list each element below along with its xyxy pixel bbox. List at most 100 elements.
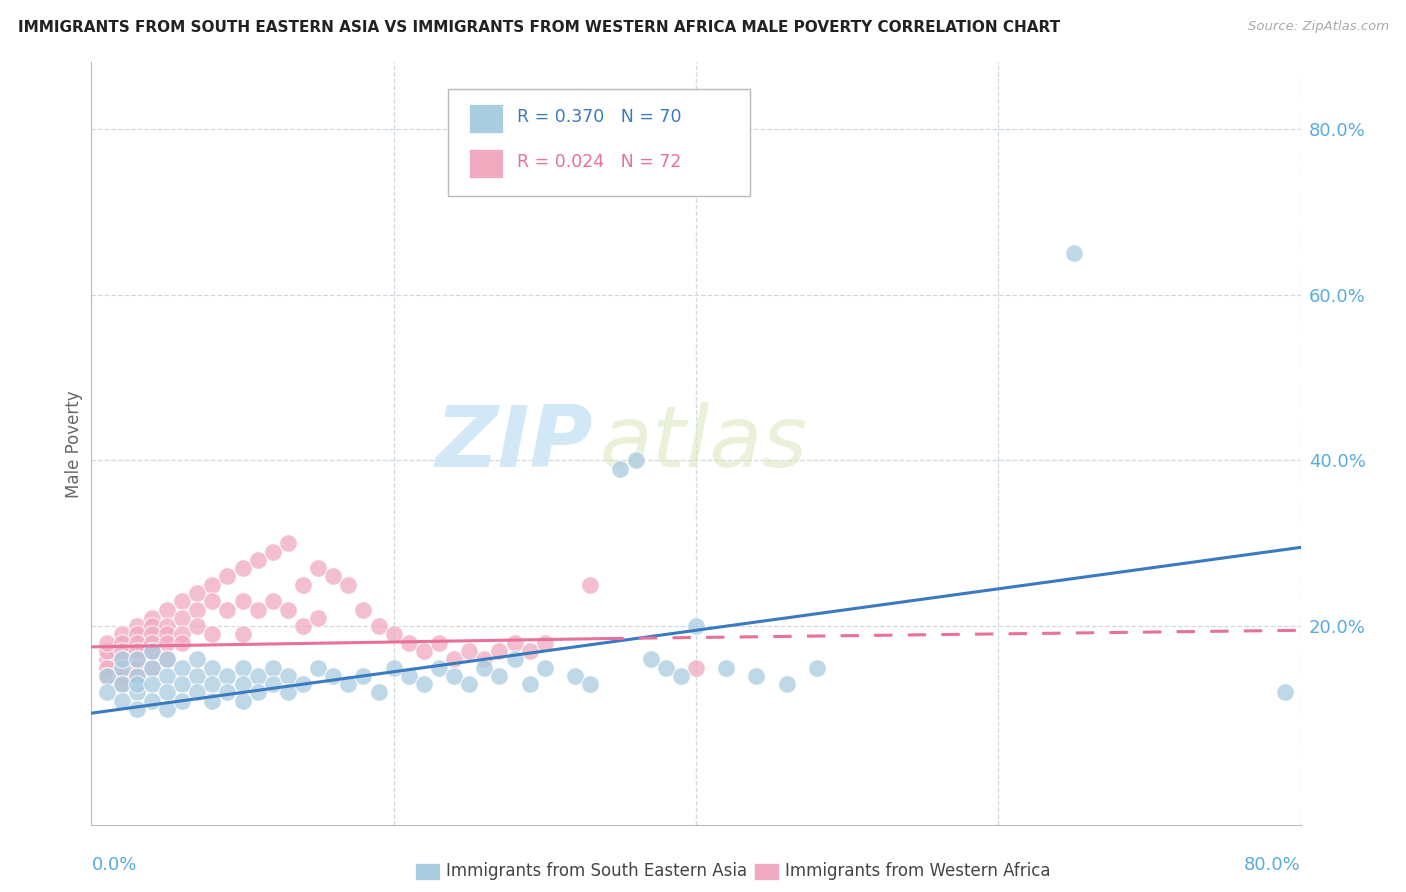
Point [806,660,828,674]
Point [427,636,450,650]
Bar [468,149,502,178]
Point [1063,246,1085,260]
Point [111,694,132,708]
Text: 0.0%: 0.0% [91,855,136,873]
Point [141,619,163,633]
Point [125,702,148,716]
Point [292,619,315,633]
Point [217,669,239,683]
Point [533,636,555,650]
Point [472,652,495,666]
Point [96,652,118,666]
Point [111,677,132,691]
Point [413,644,436,658]
Point [246,553,269,567]
Text: ZIP: ZIP [436,402,593,485]
Point [367,685,389,699]
Point [685,619,707,633]
Point [277,602,299,616]
Point [231,677,253,691]
Point [217,569,239,583]
Point [125,660,148,674]
Point [277,669,299,683]
Point [231,627,253,641]
Point [246,602,269,616]
Point [398,636,420,650]
Point [352,602,374,616]
Point [277,536,299,550]
Point [125,677,148,691]
Point [141,644,163,658]
Point [141,636,163,650]
Point [141,677,163,691]
Point [277,685,299,699]
Point [141,611,163,625]
Point [96,685,118,699]
Point [624,453,647,467]
Point [156,627,179,641]
Point [231,660,253,674]
Point [186,685,208,699]
Point [111,652,132,666]
Point [262,660,284,674]
Point [262,544,284,558]
Point [307,561,329,575]
Point [307,611,329,625]
Point [382,660,405,674]
Point [201,627,224,641]
Point [125,669,148,683]
Point [413,677,436,691]
Point [201,694,224,708]
FancyBboxPatch shape [449,89,751,196]
Point [96,644,118,658]
Point [458,677,481,691]
Point [172,677,194,691]
Point [111,669,132,683]
Point [337,677,360,691]
Point [564,669,586,683]
Point [125,627,148,641]
Point [322,569,344,583]
Point [156,685,179,699]
Point [111,644,132,658]
Point [125,669,148,683]
Point [443,652,465,666]
Point [322,669,344,683]
Point [519,644,541,658]
Point [503,636,526,650]
Point [156,652,179,666]
Point [141,644,163,658]
Point [96,660,118,674]
Text: 80.0%: 80.0% [1244,855,1301,873]
Point [231,561,253,575]
Point [776,677,799,691]
Point [156,636,179,650]
Point [579,677,602,691]
Point [246,685,269,699]
Point [201,677,224,691]
Point [111,660,132,674]
Point [186,669,208,683]
Point [172,611,194,625]
Point [156,652,179,666]
Point [172,627,194,641]
Point [579,577,602,591]
Point [125,636,148,650]
Point [111,652,132,666]
Point [337,577,360,591]
Text: Source: ZipAtlas.com: Source: ZipAtlas.com [1249,20,1389,33]
Point [156,669,179,683]
Point [201,577,224,591]
Point [472,660,495,674]
Point [246,669,269,683]
Point [488,669,510,683]
Point [519,677,541,691]
Point [217,602,239,616]
Point [172,594,194,608]
Point [111,627,132,641]
Point [186,586,208,600]
Point [125,619,148,633]
Point [654,660,676,674]
Point [398,669,420,683]
Point [745,669,768,683]
